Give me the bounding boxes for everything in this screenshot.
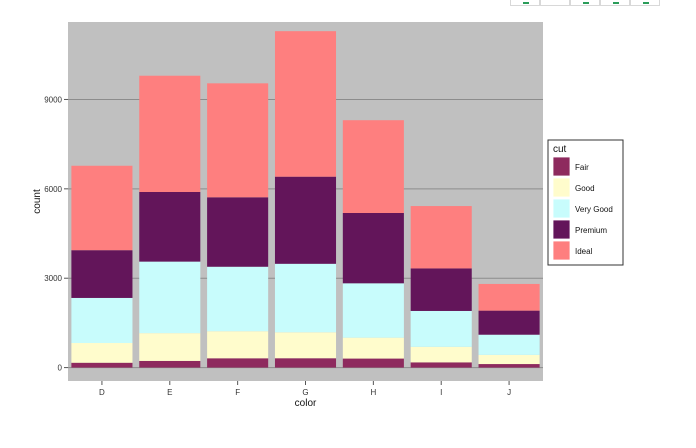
legend-key-good bbox=[552, 177, 571, 198]
legend-key-ideal bbox=[552, 240, 571, 261]
y-axis: 0 3000 6000 9000 bbox=[44, 95, 68, 373]
y-tick-label: 3000 bbox=[44, 274, 62, 283]
bar-I-ideal bbox=[410, 206, 472, 269]
legend: cut Fair Good Very Good Premium Ideal bbox=[547, 139, 624, 266]
bar-D-very-good bbox=[71, 297, 133, 344]
bar-D-ideal bbox=[71, 165, 133, 251]
bar-E-fair bbox=[139, 360, 201, 368]
bar-G-fair bbox=[274, 358, 337, 368]
legend-label: Very Good bbox=[575, 205, 613, 214]
legend-key-premium bbox=[552, 219, 571, 240]
toolbar-icons bbox=[510, 0, 660, 6]
legend-label: Premium bbox=[575, 226, 607, 235]
toolbar-icon-2[interactable] bbox=[540, 0, 570, 6]
legend-title: cut bbox=[553, 144, 567, 155]
bar-H-premium bbox=[342, 212, 404, 284]
x-tick-label: D bbox=[99, 388, 105, 397]
bar-F-premium bbox=[207, 197, 269, 267]
y-tick-label: 9000 bbox=[44, 95, 62, 104]
bar-F-very-good bbox=[207, 266, 269, 332]
bar-E-premium bbox=[139, 191, 201, 262]
x-tick-label: F bbox=[235, 388, 240, 397]
bar-J-good bbox=[478, 354, 540, 365]
toolbar-icon-4[interactable] bbox=[600, 0, 630, 6]
bar-G-ideal bbox=[274, 31, 337, 177]
x-tick-label: G bbox=[302, 388, 308, 397]
bar-J-premium bbox=[478, 310, 540, 335]
bar-F-fair bbox=[207, 358, 269, 368]
bar-E-very-good bbox=[139, 261, 201, 334]
bar-D-fair bbox=[71, 362, 133, 368]
bar-F-ideal bbox=[207, 83, 269, 198]
legend-label: Fair bbox=[575, 163, 589, 172]
bar-E-ideal bbox=[139, 75, 201, 192]
legend-items: Fair Good Very Good Premium Ideal bbox=[552, 156, 613, 261]
x-tick-label: H bbox=[370, 388, 376, 397]
x-tick-label: E bbox=[167, 388, 172, 397]
x-axis: D E F G H I J bbox=[99, 381, 511, 397]
bar-H-very-good bbox=[342, 283, 404, 338]
y-tick-label: 0 bbox=[58, 364, 63, 373]
bar-H-fair bbox=[342, 358, 404, 368]
bar-D-premium bbox=[71, 250, 133, 298]
legend-key-very-good bbox=[552, 198, 571, 219]
toolbar-icon-5[interactable] bbox=[630, 0, 660, 6]
bar-I-premium bbox=[410, 268, 472, 311]
legend-label: Ideal bbox=[575, 247, 593, 256]
toolbar-icon-1[interactable] bbox=[510, 0, 540, 6]
bar-G-premium bbox=[274, 176, 337, 264]
bar-H-good bbox=[342, 337, 404, 359]
bar-D-good bbox=[71, 343, 133, 363]
bar-I-fair bbox=[410, 362, 472, 368]
x-tick-label: I bbox=[440, 388, 442, 397]
toolbar-icon-3[interactable] bbox=[570, 0, 600, 6]
x-axis-title: color bbox=[295, 398, 317, 409]
bar-F-good bbox=[207, 331, 269, 359]
x-tick-label: J bbox=[507, 388, 511, 397]
y-axis-title: count bbox=[32, 189, 43, 214]
bar-G-very-good bbox=[274, 263, 337, 333]
legend-key-fair bbox=[552, 156, 571, 177]
bar-E-good bbox=[139, 333, 201, 361]
bars bbox=[71, 31, 540, 368]
bar-J-ideal bbox=[478, 283, 540, 311]
y-tick-label: 6000 bbox=[44, 185, 62, 194]
legend-label: Good bbox=[575, 184, 595, 193]
bar-I-good bbox=[410, 346, 472, 363]
bar-J-fair bbox=[478, 364, 540, 368]
bar-I-very-good bbox=[410, 310, 472, 347]
bar-J-very-good bbox=[478, 334, 540, 355]
bar-G-good bbox=[274, 332, 337, 359]
bar-H-ideal bbox=[342, 120, 404, 213]
